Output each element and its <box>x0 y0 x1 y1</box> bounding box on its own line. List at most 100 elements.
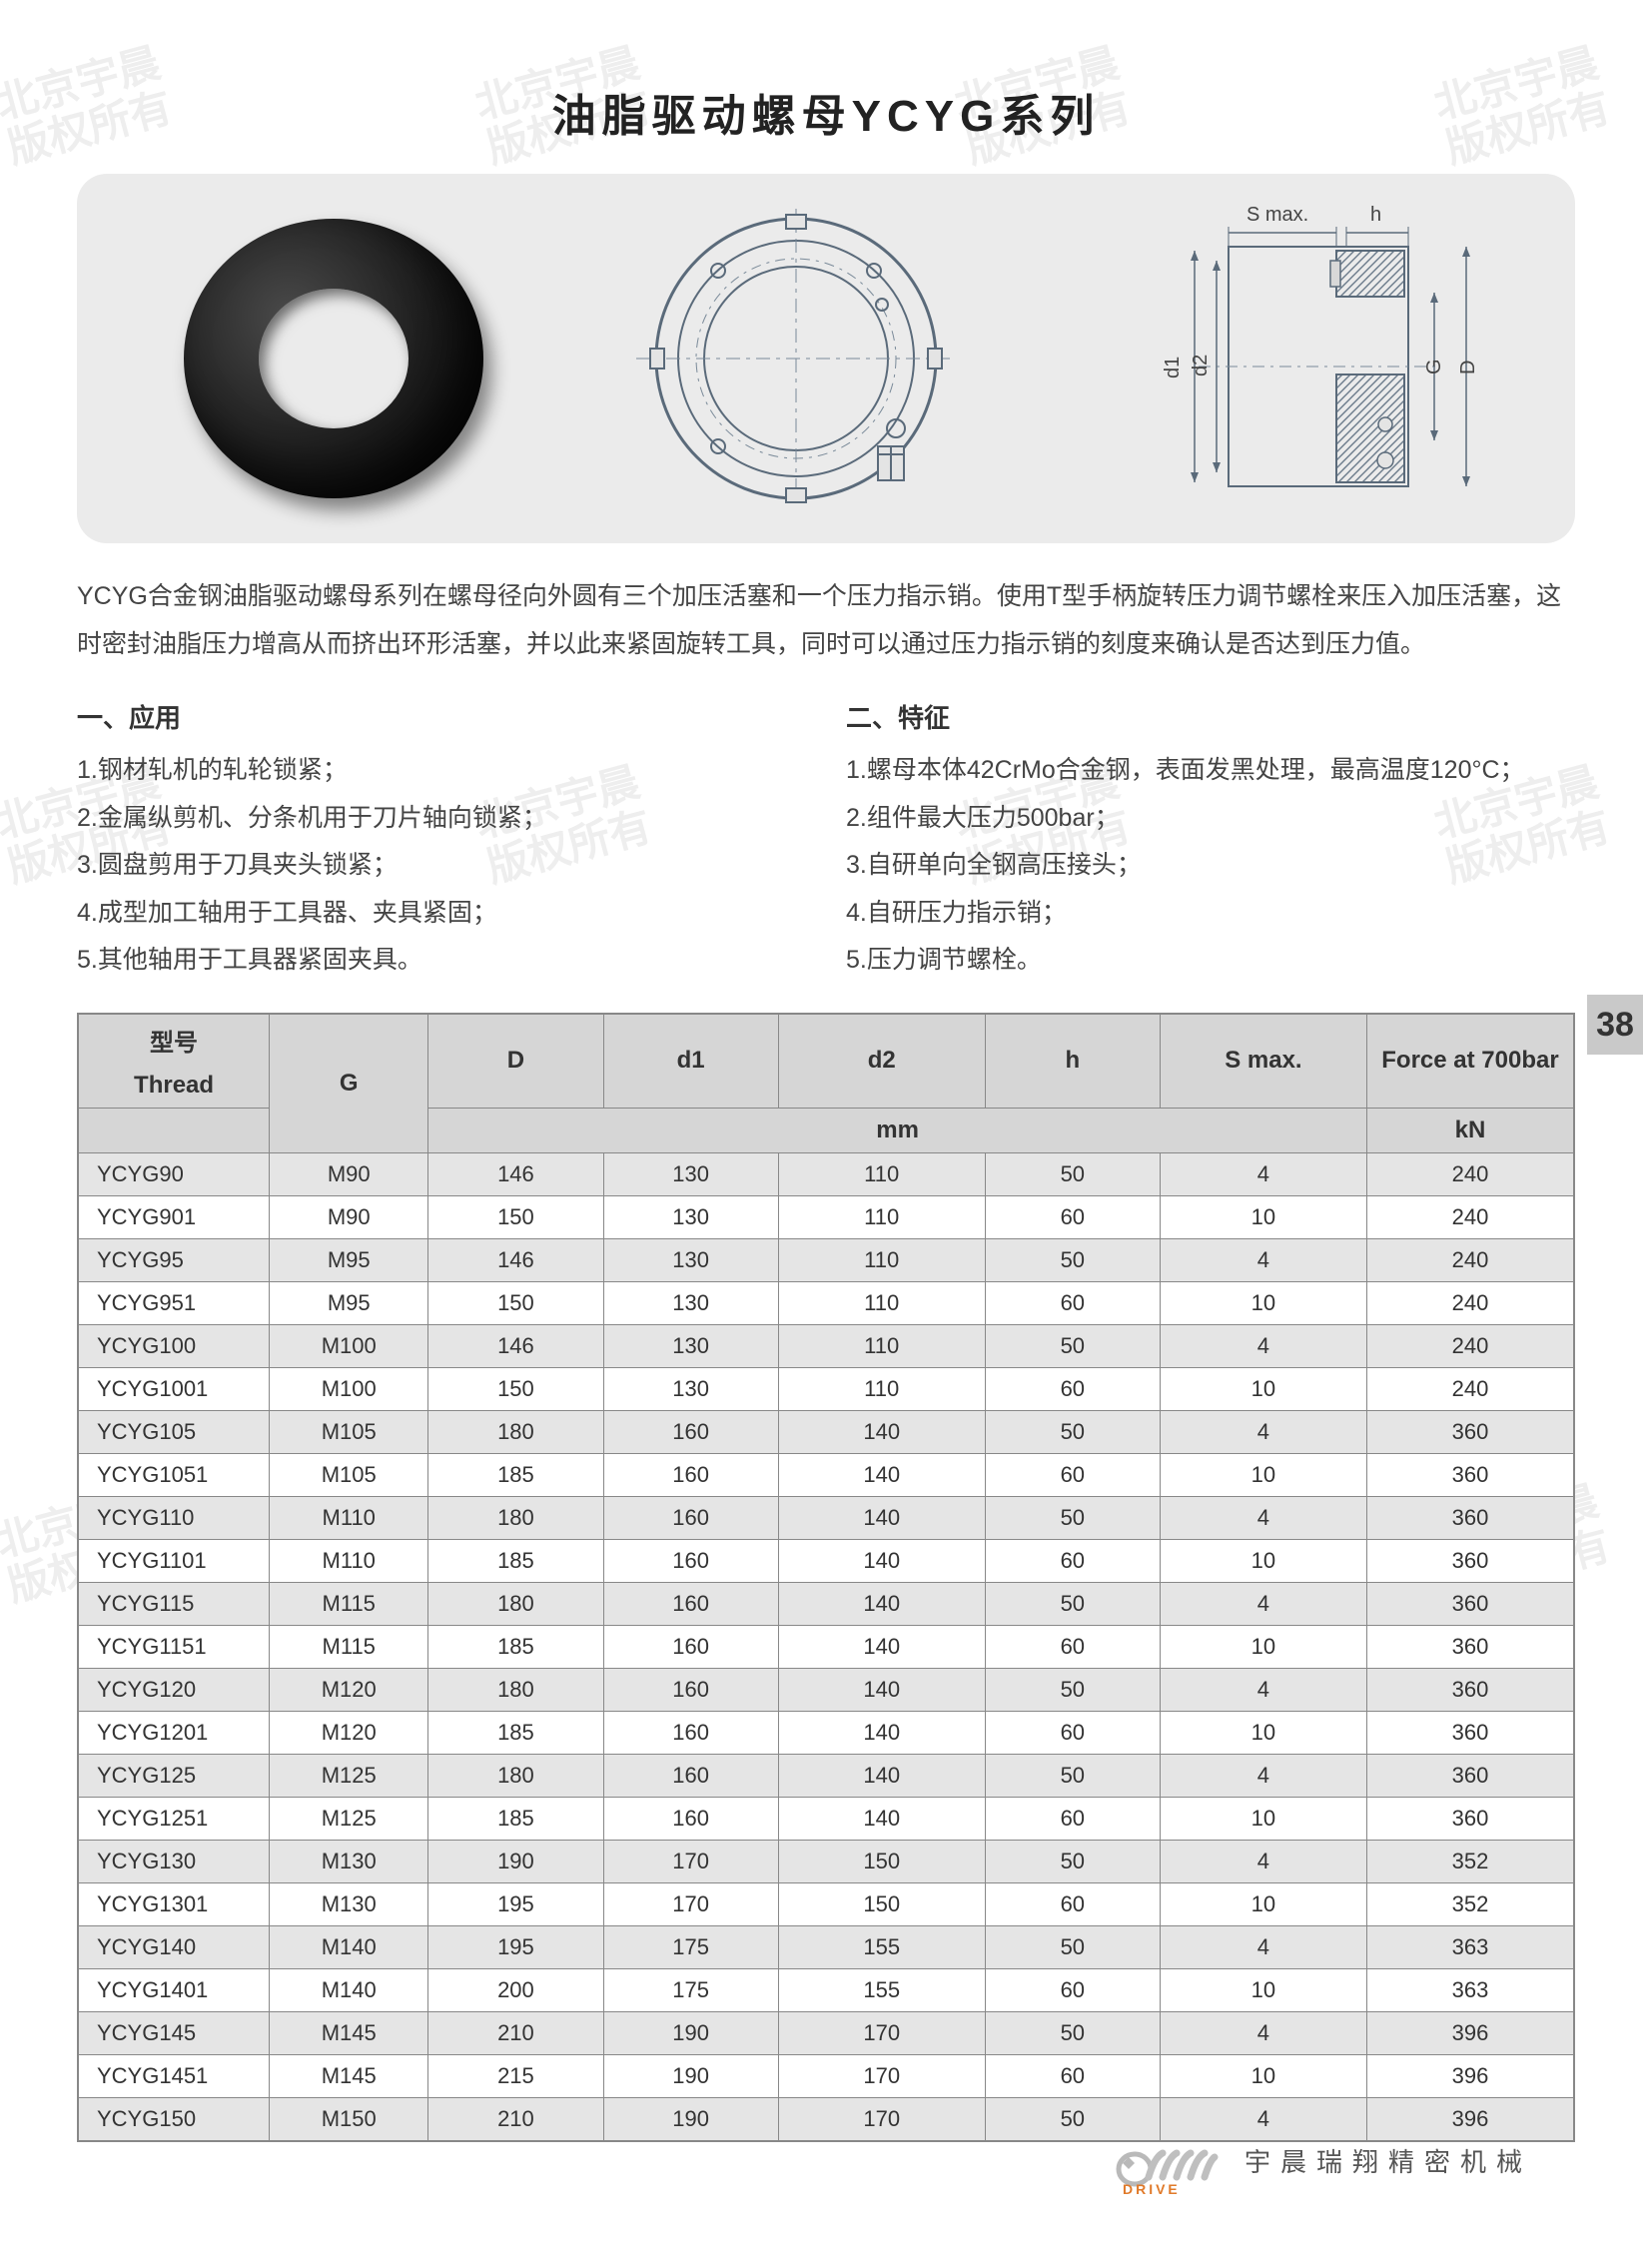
table-row: YCYG105M105180160140504360 <box>79 1410 1574 1453</box>
table-cell: 50 <box>985 1840 1160 1882</box>
svg-text:d1: d1 <box>1162 357 1184 378</box>
table-cell: 240 <box>1366 1367 1573 1410</box>
table-cell: 50 <box>985 1925 1160 1968</box>
table-cell: 10 <box>1160 1195 1366 1238</box>
feature-item: 4.自研压力指示销； <box>846 890 1575 938</box>
table-cell: YCYG100 <box>79 1324 270 1367</box>
table-cell: 185 <box>428 1625 603 1668</box>
table-cell: 160 <box>603 1582 778 1625</box>
th-d1: d1 <box>603 1014 778 1108</box>
table-cell: 160 <box>603 1453 778 1496</box>
table-row: YCYG1201M1201851601406010360 <box>79 1711 1574 1754</box>
table-cell: YCYG130 <box>79 1840 270 1882</box>
table-cell: 110 <box>778 1281 985 1324</box>
table-cell: 4 <box>1160 1152 1366 1195</box>
table-cell: 110 <box>778 1324 985 1367</box>
table-row: YCYG125M125180160140504360 <box>79 1754 1574 1797</box>
table-cell: 210 <box>428 2097 603 2140</box>
table-cell: 10 <box>1160 1453 1366 1496</box>
table-cell: 146 <box>428 1324 603 1367</box>
table-cell: 352 <box>1366 1882 1573 1925</box>
table-cell: 140 <box>778 1453 985 1496</box>
table-cell: 130 <box>603 1238 778 1281</box>
table-cell: 185 <box>428 1711 603 1754</box>
table-cell: YCYG901 <box>79 1195 270 1238</box>
table-cell: YCYG95 <box>79 1238 270 1281</box>
table-cell: YCYG1151 <box>79 1625 270 1668</box>
dimension-drawing: S max. h d1 d2 <box>1079 199 1498 518</box>
table-cell: 140 <box>778 1754 985 1797</box>
table-cell: 130 <box>603 1281 778 1324</box>
table-cell: YCYG1301 <box>79 1882 270 1925</box>
table-cell: 10 <box>1160 1281 1366 1324</box>
footer-company: 宇晨瑞翔精密机械 <box>1244 2142 1532 2179</box>
table-cell: YCYG1051 <box>79 1453 270 1496</box>
table-row: YCYG1151M1151851601406010360 <box>79 1625 1574 1668</box>
th-g: G <box>270 1014 428 1152</box>
table-cell: 195 <box>428 1925 603 1968</box>
table-cell: 4 <box>1160 1324 1366 1367</box>
table-cell: 170 <box>778 2054 985 2097</box>
table-row: YCYG1101M1101851601406010360 <box>79 1539 1574 1582</box>
features-heading: 二、特征 <box>846 698 1575 735</box>
table-cell: 180 <box>428 1582 603 1625</box>
th-d: D <box>428 1014 603 1108</box>
table-cell: 130 <box>603 1367 778 1410</box>
table-row: YCYG1401M1402001751556010363 <box>79 1968 1574 2011</box>
table-cell: 150 <box>778 1840 985 1882</box>
table-cell: 360 <box>1366 1711 1573 1754</box>
table-cell: 4 <box>1160 1410 1366 1453</box>
table-cell: 240 <box>1366 1281 1573 1324</box>
table-cell: 240 <box>1366 1324 1573 1367</box>
table-cell: YCYG90 <box>79 1152 270 1195</box>
table-row: YCYG1001M1001501301106010240 <box>79 1367 1574 1410</box>
table-cell: 185 <box>428 1797 603 1840</box>
table-row: YCYG90M90146130110504240 <box>79 1152 1574 1195</box>
table-cell: M95 <box>270 1238 428 1281</box>
svg-text:d2: d2 <box>1190 355 1212 376</box>
table-cell: 50 <box>985 2011 1160 2054</box>
table-cell: M145 <box>270 2054 428 2097</box>
table-cell: 360 <box>1366 1625 1573 1668</box>
table-cell: 160 <box>603 1410 778 1453</box>
table-cell: 240 <box>1366 1238 1573 1281</box>
table-cell: 160 <box>603 1711 778 1754</box>
footer-logo: DRIVE <box>1105 2125 1225 2195</box>
table-cell: 4 <box>1160 1668 1366 1711</box>
svg-text:h: h <box>1370 204 1381 226</box>
svg-text:S max.: S max. <box>1246 204 1308 226</box>
table-cell: 4 <box>1160 1840 1366 1882</box>
feature-item: 1.螺母本体42CrMo合金钢，表面发黑处理，最高温度120°C； <box>846 747 1575 795</box>
application-item: 3.圆盘剪用于刀具夹头锁紧； <box>77 842 806 890</box>
th-d2: d2 <box>778 1014 985 1108</box>
table-cell: YCYG1001 <box>79 1367 270 1410</box>
application-item: 2.金属纵剪机、分条机用于刀片轴向锁紧； <box>77 795 806 843</box>
table-cell: 140 <box>778 1539 985 1582</box>
footer: DRIVE 宇晨瑞翔精密机械 <box>1105 2125 1532 2195</box>
table-cell: 146 <box>428 1238 603 1281</box>
figure-panel: S max. h d1 d2 <box>77 174 1575 543</box>
table-cell: 110 <box>778 1152 985 1195</box>
table-cell: 396 <box>1366 2011 1573 2054</box>
table-cell: 170 <box>603 1840 778 1882</box>
table-cell: 160 <box>603 1668 778 1711</box>
table-cell: 110 <box>778 1195 985 1238</box>
table-cell: 150 <box>778 1882 985 1925</box>
table-cell: M145 <box>270 2011 428 2054</box>
table-cell: 140 <box>778 1668 985 1711</box>
table-cell: 50 <box>985 1668 1160 1711</box>
footer-brand-sub: DRIVE <box>1123 2181 1181 2197</box>
table-cell: 175 <box>603 1925 778 1968</box>
feature-item: 2.组件最大压力500bar； <box>846 795 1575 843</box>
table-cell: 360 <box>1366 1797 1573 1840</box>
table-cell: YCYG125 <box>79 1754 270 1797</box>
table-cell: 352 <box>1366 1840 1573 1882</box>
table-cell: YCYG110 <box>79 1496 270 1539</box>
table-cell: 190 <box>603 2011 778 2054</box>
table-row: YCYG120M120180160140504360 <box>79 1668 1574 1711</box>
table-row: YCYG140M140195175155504363 <box>79 1925 1574 1968</box>
table-cell: 50 <box>985 1410 1160 1453</box>
table-cell: 185 <box>428 1539 603 1582</box>
table-cell: 140 <box>778 1625 985 1668</box>
table-cell: 50 <box>985 1152 1160 1195</box>
